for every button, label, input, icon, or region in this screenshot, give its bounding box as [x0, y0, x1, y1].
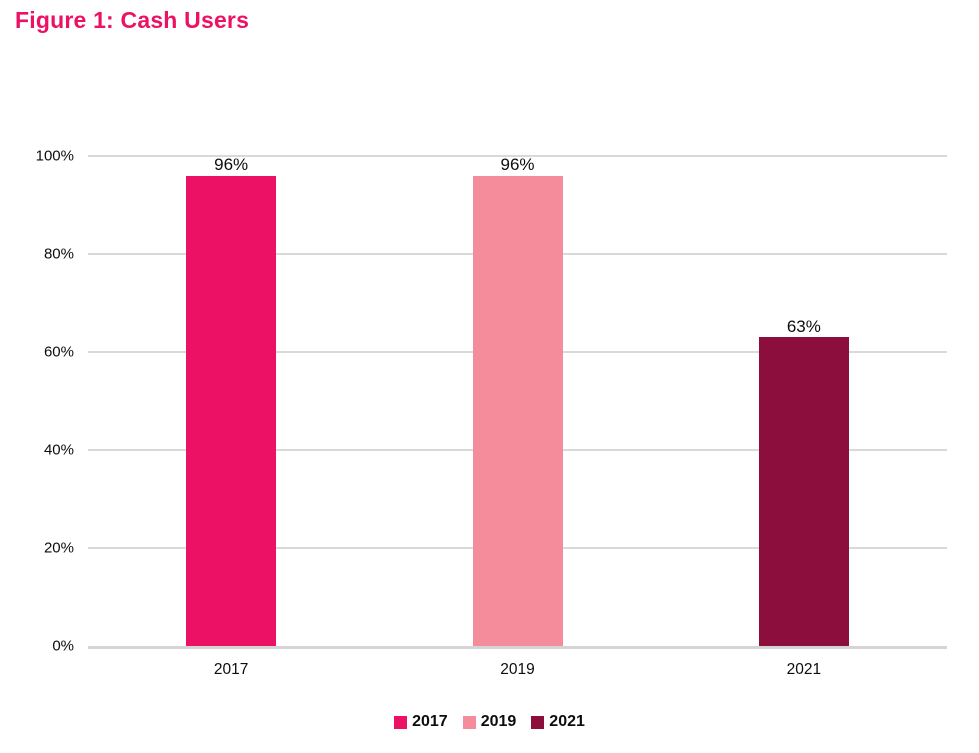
bar-value-label-2021: 63% [786, 316, 821, 336]
bar-2021: 63% [758, 317, 849, 646]
bar-2017: 96% [186, 155, 277, 646]
y-tick-label-80%: 80% [43, 245, 74, 263]
legend-swatch-2021 [531, 715, 545, 729]
legend-label-2021: 2021 [549, 713, 585, 730]
bar-value-label-2019: 96% [500, 154, 535, 174]
y-tick-label-20%: 20% [43, 539, 74, 557]
plot-area: 0% 20% 40% 60% 80% 100% 96% 2017 96% 2019 63% 2021 [36, 149, 947, 677]
y-tick-label-60%: 60% [43, 343, 74, 361]
chart-legend: 2017 2019 2021 [0, 714, 979, 730]
gridline-100% [88, 155, 947, 157]
bar-2019: 96% [472, 155, 563, 646]
x-tick-label-2019: 2019 [500, 661, 535, 678]
y-tick-label-40%: 40% [43, 441, 74, 459]
bar-value-label-2017: 96% [214, 154, 249, 174]
x-tick-label-2017: 2017 [213, 661, 249, 678]
y-tick-label-0%: 0% [52, 637, 74, 655]
x-tick-label-2021: 2021 [786, 661, 822, 678]
legend-label-2017: 2017 [412, 713, 448, 730]
legend-label-2019: 2019 [480, 713, 517, 730]
legend-item-2017: 2017 [394, 714, 448, 730]
y-tick-label-100%: 100% [35, 147, 74, 165]
legend-swatch-2017 [394, 715, 408, 729]
figure-title: Figure 1: Cash Users [15, 7, 250, 33]
legend-swatch-2019 [462, 715, 476, 729]
legend-item-2021: 2021 [531, 714, 585, 730]
legend-item-2019: 2019 [462, 713, 517, 730]
